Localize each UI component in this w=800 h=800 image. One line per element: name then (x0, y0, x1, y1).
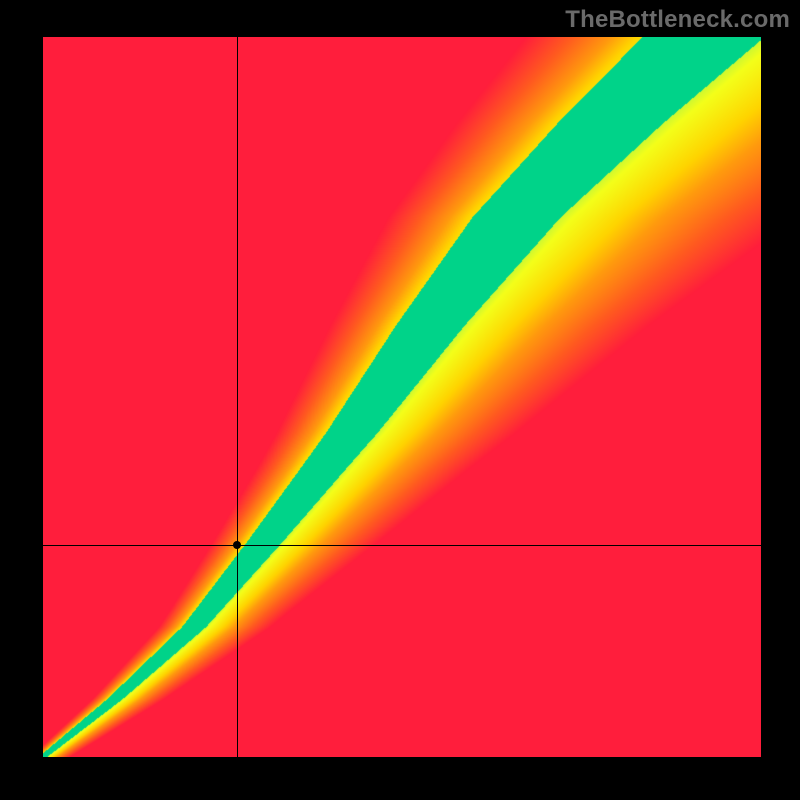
crosshair-horizontal (43, 545, 761, 546)
chart-container: TheBottleneck.com (0, 0, 800, 800)
crosshair-vertical (237, 37, 238, 757)
selected-point-marker (233, 541, 241, 549)
watermark-text: TheBottleneck.com (565, 6, 790, 34)
bottleneck-heatmap (43, 37, 761, 757)
